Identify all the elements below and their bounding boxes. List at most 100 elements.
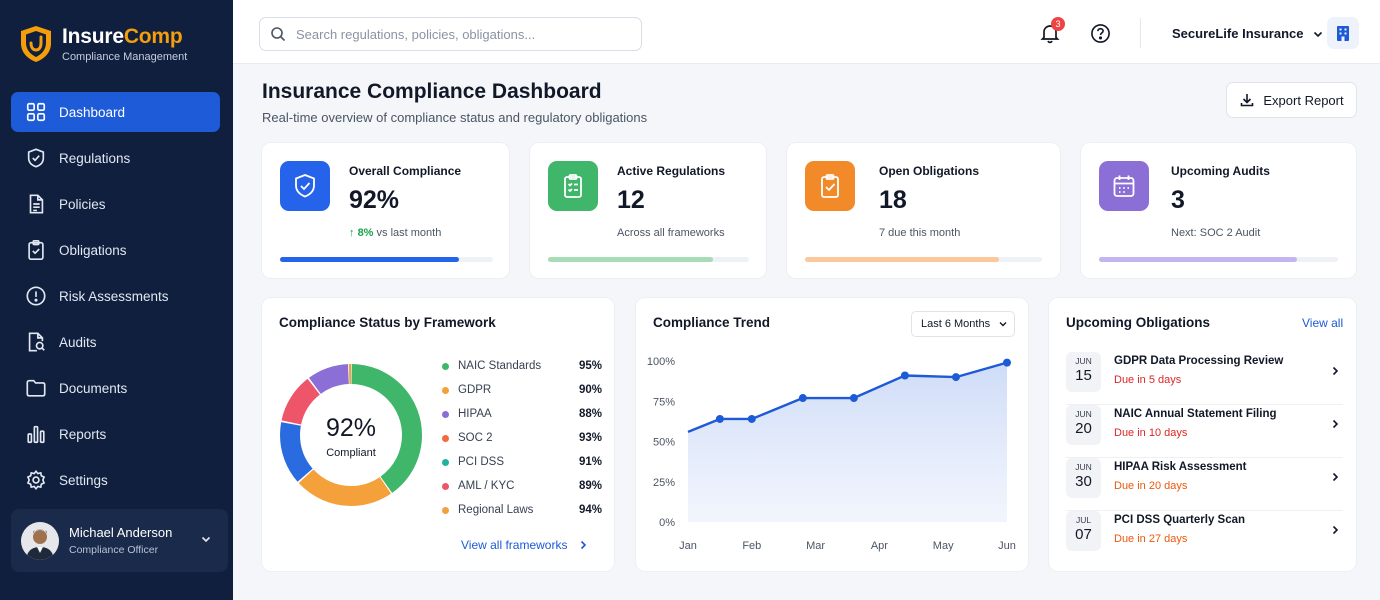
obligation-due: Due in 10 days	[1114, 427, 1188, 439]
legend-item: PCI DSS 91%	[442, 450, 602, 474]
brand-name: InsureComp	[62, 25, 183, 48]
stat-icon-box	[548, 161, 598, 211]
section-title: Upcoming Obligations	[1066, 315, 1210, 330]
bell-icon[interactable]	[1039, 22, 1061, 44]
org-switcher[interactable]: SecureLife Insurance	[1172, 26, 1324, 41]
user-profile-card[interactable]: Michael Anderson Compliance Officer	[11, 509, 228, 572]
donut-center-value: 92%	[325, 414, 377, 442]
chevron-right-icon	[1332, 472, 1339, 482]
obligation-row[interactable]: JUL 07 PCI DSS Quarterly Scan Due in 27 d…	[1066, 511, 1343, 564]
stat-card-open-obligations: Open Obligations 18 7 due this month	[786, 142, 1061, 279]
progress-fill	[805, 257, 1000, 262]
stat-icon-box	[280, 161, 330, 211]
obligation-due: Due in 5 days	[1114, 374, 1182, 386]
donut-segment-naic	[280, 364, 422, 506]
shield-check-icon	[27, 148, 45, 168]
grid-icon	[26, 102, 46, 122]
export-report-button[interactable]: Export Report	[1226, 82, 1357, 118]
search-box[interactable]	[259, 17, 642, 51]
stat-title: Overall Compliance	[349, 164, 462, 178]
date-badge: JUL 07	[1066, 511, 1101, 551]
stat-note: 7 due this month	[879, 227, 961, 239]
obligation-row[interactable]: JUN 30 HIPAA Risk Assessment Due in 20 da…	[1066, 458, 1343, 511]
sidebar-item-reports[interactable]: Reports	[11, 414, 220, 454]
donut-center-label: Compliant	[326, 447, 376, 459]
sidebar-item-label: Policies	[59, 196, 106, 212]
progress-bar	[280, 257, 493, 262]
stat-value: 92%	[349, 186, 400, 214]
chevron-right-icon	[581, 540, 587, 550]
clipboard-list-icon	[564, 174, 582, 198]
chevron-right-icon	[1332, 525, 1339, 535]
obligation-due: Due in 20 days	[1114, 480, 1188, 492]
search-input[interactable]	[296, 26, 626, 42]
sidebar-item-audits[interactable]: Audits	[11, 322, 220, 362]
sidebar-item-policies[interactable]: Policies	[11, 184, 220, 224]
building-icon	[1337, 26, 1349, 41]
obligation-row[interactable]: JUN 15 GDPR Data Processing Review Due in…	[1066, 352, 1343, 405]
trend-chart: 100% 75% 50% 25% 0% Jan Feb Mar Apr May Jun	[647, 356, 1016, 552]
download-icon	[1241, 94, 1254, 107]
sidebar-item-label: Audits	[59, 334, 97, 350]
stat-card-overall-compliance: Overall Compliance 92% ↑ 8% vs last mont…	[261, 142, 510, 279]
stat-note: ↑ 8% vs last month	[349, 227, 442, 239]
folder-icon	[26, 379, 46, 397]
view-all-frameworks-link[interactable]: View all frameworks	[461, 538, 589, 552]
stat-title: Active Regulations	[617, 164, 726, 178]
document-icon	[29, 194, 44, 214]
trend-line	[687, 361, 1008, 433]
organization-button[interactable]	[1327, 17, 1359, 49]
stat-value: 12	[617, 186, 645, 214]
legend-item: AML / KYC 89%	[442, 474, 602, 498]
topbar-divider	[1140, 18, 1141, 48]
help-icon[interactable]	[1090, 23, 1111, 44]
view-all-obligations-link[interactable]: View all	[1302, 316, 1344, 330]
obligation-row[interactable]: JUN 20 NAIC Annual Statement Filing Due i…	[1066, 405, 1343, 458]
sidebar-item-documents[interactable]: Documents	[11, 368, 220, 408]
page-title: Insurance Compliance Dashboard	[262, 80, 602, 103]
stat-card-upcoming-audits: Upcoming Audits 3 Next: SOC 2 Audit	[1080, 142, 1357, 279]
y-tick-label: 0%	[659, 517, 675, 529]
shield-check-icon	[295, 174, 315, 198]
stat-title: Open Obligations	[879, 164, 980, 178]
topbar: 3 SecureLife Insurance	[233, 0, 1380, 64]
sidebar-nav: Dashboard Regulations Policies Obligatio…	[11, 92, 220, 506]
legend-dot	[442, 362, 449, 370]
obligation-name: NAIC Annual Statement Filing	[1114, 408, 1277, 420]
donut-segment-regional	[280, 364, 422, 506]
legend-dot	[442, 458, 449, 466]
range-select[interactable]: Last 6 Months	[911, 311, 1015, 337]
legend-dot	[442, 506, 449, 514]
chevron-right-icon	[1332, 366, 1339, 376]
trend-point	[747, 414, 756, 423]
legend-item: NAIC Standards 95%	[442, 354, 602, 378]
sidebar: InsureComp Compliance Management Dashboa…	[0, 0, 233, 600]
user-role: Compliance Officer	[69, 544, 159, 556]
avatar	[21, 521, 59, 560]
sidebar-item-label: Risk Assessments	[59, 288, 169, 304]
date-badge: JUN 15	[1066, 352, 1101, 392]
x-tick-label: Mar	[806, 540, 825, 552]
framework-status-card: Compliance Status by Framework 92% Compl…	[261, 297, 615, 572]
stat-value: 3	[1171, 186, 1185, 214]
legend-dot	[442, 482, 449, 490]
x-tick-label: Feb	[742, 540, 761, 552]
sidebar-item-risk-assessments[interactable]: Risk Assessments	[11, 276, 220, 316]
brand[interactable]: InsureComp Compliance Management	[18, 24, 187, 64]
sidebar-item-settings[interactable]: Settings	[11, 460, 220, 500]
search-icon	[271, 27, 286, 42]
clipboard-check-icon	[821, 174, 839, 198]
chevron-right-icon	[1332, 419, 1339, 429]
framework-legend: NAIC Standards 95% GDPR 90% HIPAA 88% SOC 2…	[442, 354, 602, 522]
sidebar-item-label: Obligations	[59, 242, 127, 258]
sidebar-item-dashboard[interactable]: Dashboard	[11, 92, 220, 132]
legend-dot	[442, 434, 449, 442]
obligation-name: HIPAA Risk Assessment	[1114, 461, 1247, 473]
section-title: Compliance Status by Framework	[279, 315, 496, 330]
chevron-down-icon[interactable]	[200, 533, 212, 545]
sidebar-item-obligations[interactable]: Obligations	[11, 230, 220, 270]
trend-point	[900, 371, 909, 380]
stat-card-active-regulations: Active Regulations 12 Across all framewo…	[529, 142, 767, 279]
sidebar-item-regulations[interactable]: Regulations	[11, 138, 220, 178]
trend-point	[715, 414, 724, 423]
